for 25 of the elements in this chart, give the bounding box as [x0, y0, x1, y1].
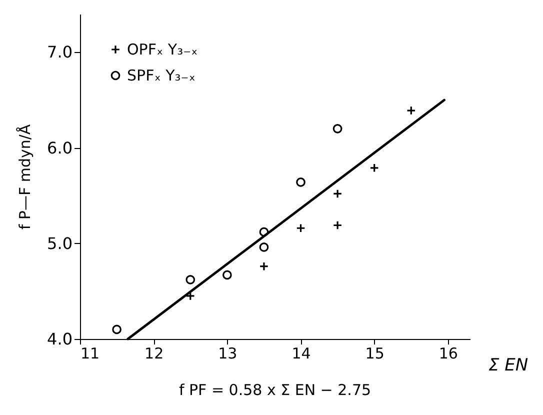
text: f PF = 0.58 x Σ EN − 2.75 [178, 381, 372, 399]
y-tick-label: 5.0 [47, 234, 72, 253]
legend-label: SPFₓ Y₃₋ₓ [127, 66, 196, 84]
point [186, 275, 196, 284]
x-tick-label: 11 [80, 344, 100, 362]
x-tick-label: 15 [365, 344, 384, 362]
x-tick-label: 14 [292, 344, 311, 362]
x-tick-label: 12 [144, 344, 164, 362]
point [332, 124, 342, 134]
point [259, 242, 269, 252]
legend-label: OPFₓ Y₃₋ₓ [127, 40, 198, 58]
point [259, 227, 269, 237]
y-tick-label: 4.0 [47, 330, 72, 348]
point [370, 163, 380, 173]
y-tick-label: 7.0 [47, 42, 72, 62]
point [296, 223, 306, 233]
point [296, 178, 306, 187]
point [222, 270, 232, 280]
point [112, 324, 122, 334]
x-tick-label: 13 [218, 344, 238, 362]
x-axis-title: Σ EN [488, 356, 528, 376]
y-axis-title: f P—F mdyn/Å [16, 124, 34, 230]
point [332, 189, 342, 198]
x-tick-label: 16 [438, 344, 458, 362]
y-tick-label: 6.0 [47, 138, 72, 158]
